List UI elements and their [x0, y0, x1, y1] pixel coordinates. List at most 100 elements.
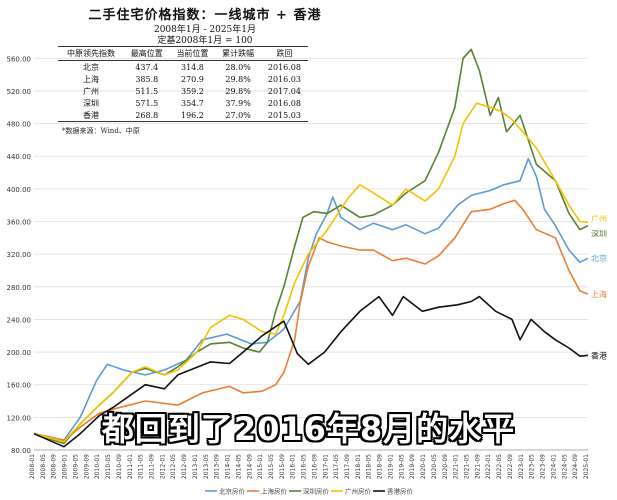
- x-tick-label: 2021-01: [453, 454, 460, 479]
- table-cell: 2016.08: [267, 98, 301, 108]
- y-tick-label: 560.00: [7, 55, 32, 63]
- table-cell: 354.7: [180, 98, 204, 108]
- legend-label: 北京房价: [219, 487, 246, 496]
- x-tick-label: 2021-05: [464, 454, 471, 479]
- x-tick-label: 2012-09: [181, 454, 188, 479]
- x-tick-label: 2013-05: [203, 454, 210, 479]
- y-tick-label: 520.00: [7, 88, 32, 96]
- x-tick-label: 2024-09: [572, 454, 579, 479]
- table-header-cell: 最高位置: [123, 46, 170, 61]
- x-tick-label: 2009-05: [72, 454, 79, 479]
- legend-label: 广州房价: [345, 487, 372, 496]
- x-tick-label: 2021-09: [474, 454, 481, 479]
- x-tick-label: 2018-05: [366, 454, 373, 479]
- data-source-note: *数据来源：Wind、中原: [62, 127, 140, 135]
- x-tick-label: 2020-05: [431, 454, 438, 479]
- table-cell: 上海: [82, 74, 99, 84]
- y-tick-label: 320.00: [7, 251, 32, 259]
- table-cell: 37.9%: [225, 98, 251, 108]
- y-tick-label: 280.00: [7, 284, 32, 292]
- x-tick-label: 2017-01: [322, 454, 329, 479]
- table-header-cell: 中原领先指数: [58, 46, 124, 61]
- table-cell: 2016.08: [267, 62, 301, 72]
- y-tick-label: 160.00: [7, 382, 32, 390]
- table-row: 上海 385.8 270.9 29.8% 2016.03: [58, 73, 308, 85]
- series-end-label: 北京: [591, 253, 607, 263]
- series-end-label: 香港: [591, 350, 607, 360]
- table-row: 香港 268.8 196.2 27.0% 2015.03: [58, 109, 308, 122]
- x-tick-label: 2020-01: [420, 454, 427, 479]
- table-header-cell: 累计跌幅: [215, 46, 261, 61]
- table-header-cell: 当前位置: [169, 46, 216, 61]
- x-tick-label: 2019-01: [387, 454, 394, 479]
- y-tick-label: 200.00: [7, 349, 32, 357]
- table-cell: 196.2: [169, 109, 216, 122]
- table-cell: 270.9: [180, 74, 204, 84]
- x-tick-label: 2010-05: [105, 454, 112, 479]
- x-tick-label: 2009-01: [62, 454, 69, 479]
- series-line-广州: [33, 102, 589, 443]
- x-tick-label: 2016-01: [290, 454, 297, 479]
- table-row: 北京 437.4 314.8 28.0% 2016.08: [58, 61, 308, 74]
- x-tick-label: 2015-09: [279, 454, 286, 479]
- y-tick-label: 120.00: [7, 414, 32, 422]
- x-tick-label: 2014-01: [225, 454, 232, 479]
- x-tick-label: 2010-01: [94, 454, 101, 479]
- x-tick-label: 2008-01: [29, 454, 36, 479]
- series-line-香港: [33, 295, 589, 448]
- chart-period: 2008年1月 - 2025年1月: [153, 25, 257, 35]
- y-tick-label: 400.00: [7, 186, 32, 194]
- x-tick-label: 2012-01: [159, 454, 166, 479]
- x-tick-label: 2022-01: [485, 454, 492, 479]
- x-tick-label: 2022-05: [496, 454, 503, 479]
- x-tick-label: 2017-05: [333, 454, 340, 479]
- series-end-label: 上海: [591, 289, 607, 299]
- table-cell: 571.5: [135, 98, 159, 108]
- x-tick-label: 2015-01: [257, 454, 264, 479]
- x-tick-label: 2014-09: [246, 454, 253, 479]
- chart-title: 二手住宅价格指数：一线城市 + 香港: [88, 8, 322, 23]
- table-cell: 深圳: [82, 98, 99, 108]
- table-cell: 385.8: [135, 74, 159, 84]
- summary-table: 中原领先指数 最高位置 当前位置 累计跌幅 跌回 北京 437.4 314.8 …: [58, 46, 308, 122]
- summary-table-header-row: 中原领先指数 最高位置 当前位置 累计跌幅 跌回: [58, 46, 308, 61]
- table-row: 广州 511.5 359.2 29.8% 2017.04: [58, 85, 308, 97]
- y-tick-label: 240.00: [7, 316, 32, 324]
- y-tick-label: 360.00: [7, 219, 32, 227]
- video-subtitle: 都回到了2016年8月的水平: [101, 410, 516, 448]
- x-tick-label: 2013-09: [214, 454, 221, 479]
- table-cell: 314.8: [180, 62, 204, 72]
- x-tick-label: 2011-05: [138, 454, 145, 479]
- table-cell: 2017.04: [267, 86, 301, 96]
- x-tick-label: 2011-09: [148, 454, 155, 479]
- x-tick-label: 2025-01: [583, 454, 590, 479]
- x-tick-label: 2018-09: [377, 454, 384, 479]
- table-cell: 437.4: [135, 62, 159, 72]
- table-cell: 29.8%: [225, 86, 251, 96]
- x-tick-label: 2018-01: [355, 454, 362, 479]
- x-tick-label: 2014-05: [235, 454, 242, 479]
- series-end-label: 广州: [591, 213, 607, 223]
- chart-base-note: 定基2008年1月 = 100: [157, 36, 253, 46]
- x-tick-label: 2017-09: [344, 454, 351, 479]
- table-cell: 511.5: [135, 86, 159, 96]
- table-cell: 29.8%: [225, 74, 251, 84]
- legend-label: 香港房价: [387, 487, 414, 496]
- x-tick-label: 2024-05: [561, 454, 568, 479]
- table-header-cell: 跌回: [260, 46, 308, 61]
- x-tick-label: 2010-09: [116, 454, 123, 479]
- x-tick-label: 2022-09: [507, 454, 514, 479]
- table-cell: 359.2: [180, 86, 204, 96]
- x-tick-label: 2019-09: [409, 454, 416, 479]
- legend-label: 上海房价: [261, 487, 288, 496]
- x-tick-label: 2009-09: [83, 454, 90, 479]
- x-tick-label: 2012-05: [170, 454, 177, 479]
- table-cell: 27.0%: [215, 109, 261, 122]
- table-cell: 2016.03: [267, 74, 301, 84]
- table-cell: 香港: [58, 109, 124, 122]
- series-line-上海: [33, 199, 589, 441]
- x-tick-label: 2011-01: [127, 454, 134, 479]
- table-cell: 北京: [82, 62, 99, 72]
- table-cell: 2015.03: [260, 109, 308, 122]
